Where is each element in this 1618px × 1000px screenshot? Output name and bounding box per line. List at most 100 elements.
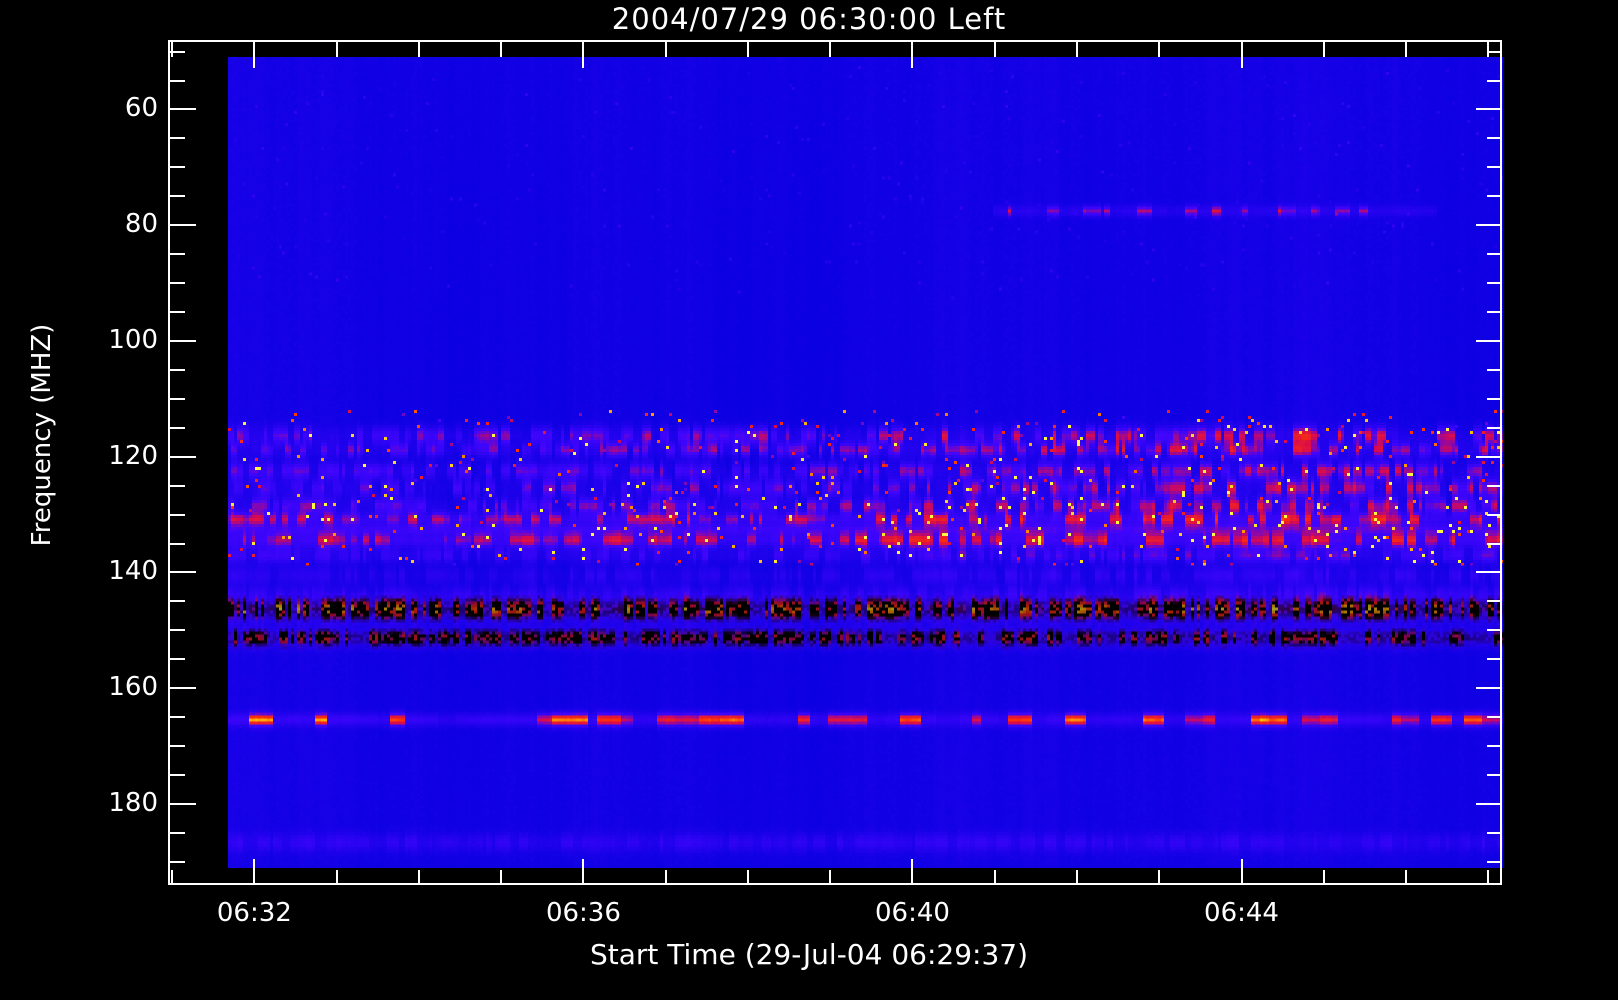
y-tick-minor [170, 774, 185, 777]
x-tick-minor [1322, 870, 1325, 885]
y-tick-minor [170, 397, 185, 400]
y-tick-major [170, 224, 196, 227]
x-tick-minor [1075, 870, 1078, 885]
y-tick-minor [170, 311, 185, 314]
x-tick-label: 06:40 [874, 898, 950, 928]
x-tick-minor-top [1158, 42, 1161, 57]
x-tick-minor-top [664, 42, 667, 57]
y-tick-minor [170, 50, 185, 53]
y-tick-minor-right [1487, 253, 1502, 256]
y-tick-minor [170, 513, 185, 516]
x-tick-major [911, 859, 914, 885]
y-tick-minor-right [1487, 426, 1502, 429]
y-tick-major-right [1476, 455, 1502, 458]
x-tick-minor-top [1487, 42, 1490, 57]
y-tick-major [170, 571, 196, 574]
x-tick-minor [746, 870, 749, 885]
y-tick-minor-right [1487, 282, 1502, 285]
y-tick-label: 180 [108, 787, 158, 818]
y-tick-major [170, 339, 196, 342]
x-tick-major [582, 859, 585, 885]
x-tick-major-top [253, 42, 256, 68]
y-tick-minor-right [1487, 513, 1502, 516]
y-tick-minor [170, 282, 185, 285]
x-tick-minor-top [746, 42, 749, 57]
y-tick-major [170, 802, 196, 805]
y-tick-major-right [1476, 571, 1502, 574]
x-tick-minor [335, 870, 338, 885]
spectrogram-canvas [228, 57, 1503, 868]
y-tick-minor-right [1487, 745, 1502, 748]
x-tick-minor [171, 870, 174, 885]
x-tick-major [253, 859, 256, 885]
x-tick-minor-top [171, 42, 174, 57]
y-tick-minor-right [1487, 484, 1502, 487]
y-tick-label: 120 [108, 440, 158, 471]
x-axis-title: Start Time (29-Jul-04 06:29:37) [589, 938, 1029, 971]
y-tick-minor [170, 137, 185, 140]
x-tick-minor [417, 870, 420, 885]
x-tick-minor [1487, 870, 1490, 885]
y-tick-minor [170, 195, 185, 198]
x-tick-minor [1158, 870, 1161, 885]
y-tick-major-right [1476, 687, 1502, 690]
y-tick-minor [170, 253, 185, 256]
x-tick-major-top [911, 42, 914, 68]
y-tick-minor [170, 629, 185, 632]
y-tick-minor-right [1487, 137, 1502, 140]
x-tick-major [1240, 859, 1243, 885]
y-tick-minor [170, 658, 185, 661]
y-tick-minor-right [1487, 774, 1502, 777]
x-tick-minor-top [1322, 42, 1325, 57]
y-tick-minor-right [1487, 716, 1502, 719]
y-tick-minor-right [1487, 195, 1502, 198]
x-tick-minor-top [335, 42, 338, 57]
y-tick-major [170, 455, 196, 458]
y-tick-minor [170, 484, 185, 487]
x-tick-minor [1405, 870, 1408, 885]
y-tick-minor-right [1487, 50, 1502, 53]
x-tick-minor-top [1405, 42, 1408, 57]
y-tick-label: 80 [124, 209, 158, 240]
y-tick-minor [170, 716, 185, 719]
y-tick-minor-right [1487, 860, 1502, 863]
y-tick-label: 100 [108, 324, 158, 355]
y-tick-major-right [1476, 339, 1502, 342]
x-tick-minor-top [500, 42, 503, 57]
y-tick-minor [170, 426, 185, 429]
y-tick-minor [170, 166, 185, 169]
x-tick-minor-top [993, 42, 996, 57]
figure-title: 2004/07/29 06:30:00 Left [611, 2, 1007, 36]
x-tick-minor [500, 870, 503, 885]
x-tick-minor-top [417, 42, 420, 57]
y-tick-minor [170, 600, 185, 603]
x-tick-minor [664, 870, 667, 885]
y-tick-minor-right [1487, 542, 1502, 545]
y-tick-major-right [1476, 224, 1502, 227]
spectrogram-image [228, 57, 1503, 868]
x-tick-major-top [1240, 42, 1243, 68]
y-tick-minor-right [1487, 600, 1502, 603]
y-tick-minor [170, 542, 185, 545]
y-tick-major [170, 687, 196, 690]
y-tick-label: 140 [108, 556, 158, 587]
y-tick-minor-right [1487, 629, 1502, 632]
x-tick-minor-top [1075, 42, 1078, 57]
x-tick-label: 06:32 [216, 898, 292, 928]
axes-frame [168, 40, 1502, 885]
x-tick-minor [829, 870, 832, 885]
y-tick-major-right [1476, 802, 1502, 805]
y-axis-title: Frequency (MHZ) [27, 323, 57, 547]
y-tick-minor-right [1487, 166, 1502, 169]
y-tick-minor [170, 368, 185, 371]
y-tick-major-right [1476, 108, 1502, 111]
y-tick-minor-right [1487, 368, 1502, 371]
x-tick-minor-top [829, 42, 832, 57]
y-tick-minor-right [1487, 658, 1502, 661]
y-tick-minor [170, 745, 185, 748]
x-tick-major-top [582, 42, 585, 68]
y-tick-minor-right [1487, 397, 1502, 400]
y-tick-minor [170, 860, 185, 863]
y-tick-minor-right [1487, 79, 1502, 82]
x-tick-label: 06:36 [545, 898, 621, 928]
